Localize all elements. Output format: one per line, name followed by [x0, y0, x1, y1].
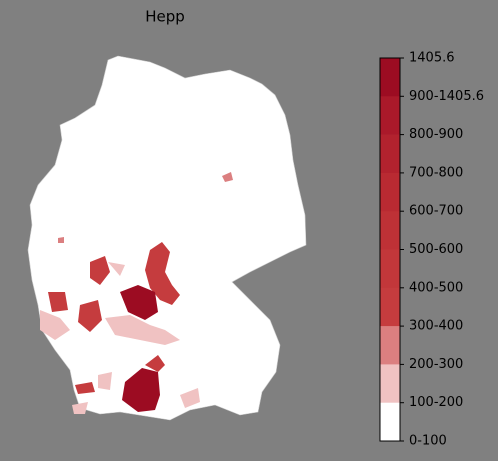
colorbar-band [380, 287, 400, 327]
colorbar-label: 700-800 [409, 165, 463, 180]
country-outline [27, 55, 307, 421]
colorbar: 0-100 100-200 200-300 300-400 400-500 500-600… [379, 51, 484, 449]
colorbar-band [380, 211, 400, 250]
colorbar-label: 1405.6 [409, 51, 455, 66]
region [90, 256, 110, 285]
colorbar-label: 800-900 [409, 127, 463, 142]
region [145, 242, 180, 305]
map-title: Hepp [145, 8, 185, 26]
high-value-regions [40, 172, 233, 414]
colorbar-band [380, 402, 400, 442]
region [72, 402, 88, 414]
region [222, 172, 233, 182]
colorbar-label: 300-400 [409, 319, 463, 334]
region [98, 372, 112, 390]
region [108, 262, 125, 276]
colorbar-band [380, 96, 400, 135]
region [40, 310, 70, 340]
region [180, 388, 200, 408]
colorbar-label: 400-500 [409, 280, 463, 295]
region [78, 300, 102, 332]
colorbar-label: 200-300 [409, 357, 463, 372]
colorbar-label: 500-600 [409, 242, 463, 257]
colorbar-band [380, 326, 400, 365]
region [145, 355, 165, 372]
colorbar-band [380, 364, 400, 403]
region [122, 368, 160, 412]
colorbar-band [380, 134, 400, 174]
colorbar-band [380, 249, 400, 289]
colorbar-label: 900-1405.6 [409, 89, 484, 104]
germany-map [27, 55, 307, 421]
colorbar-label: 100-200 [409, 395, 463, 410]
region [75, 382, 95, 394]
region [48, 292, 68, 312]
colorbar-band [380, 58, 400, 97]
region [120, 285, 158, 320]
region [58, 237, 64, 243]
colorbar-label: 0-100 [409, 434, 447, 449]
colorbar-band [380, 172, 400, 212]
colorbar-label: 600-700 [409, 204, 463, 219]
region [105, 315, 180, 345]
